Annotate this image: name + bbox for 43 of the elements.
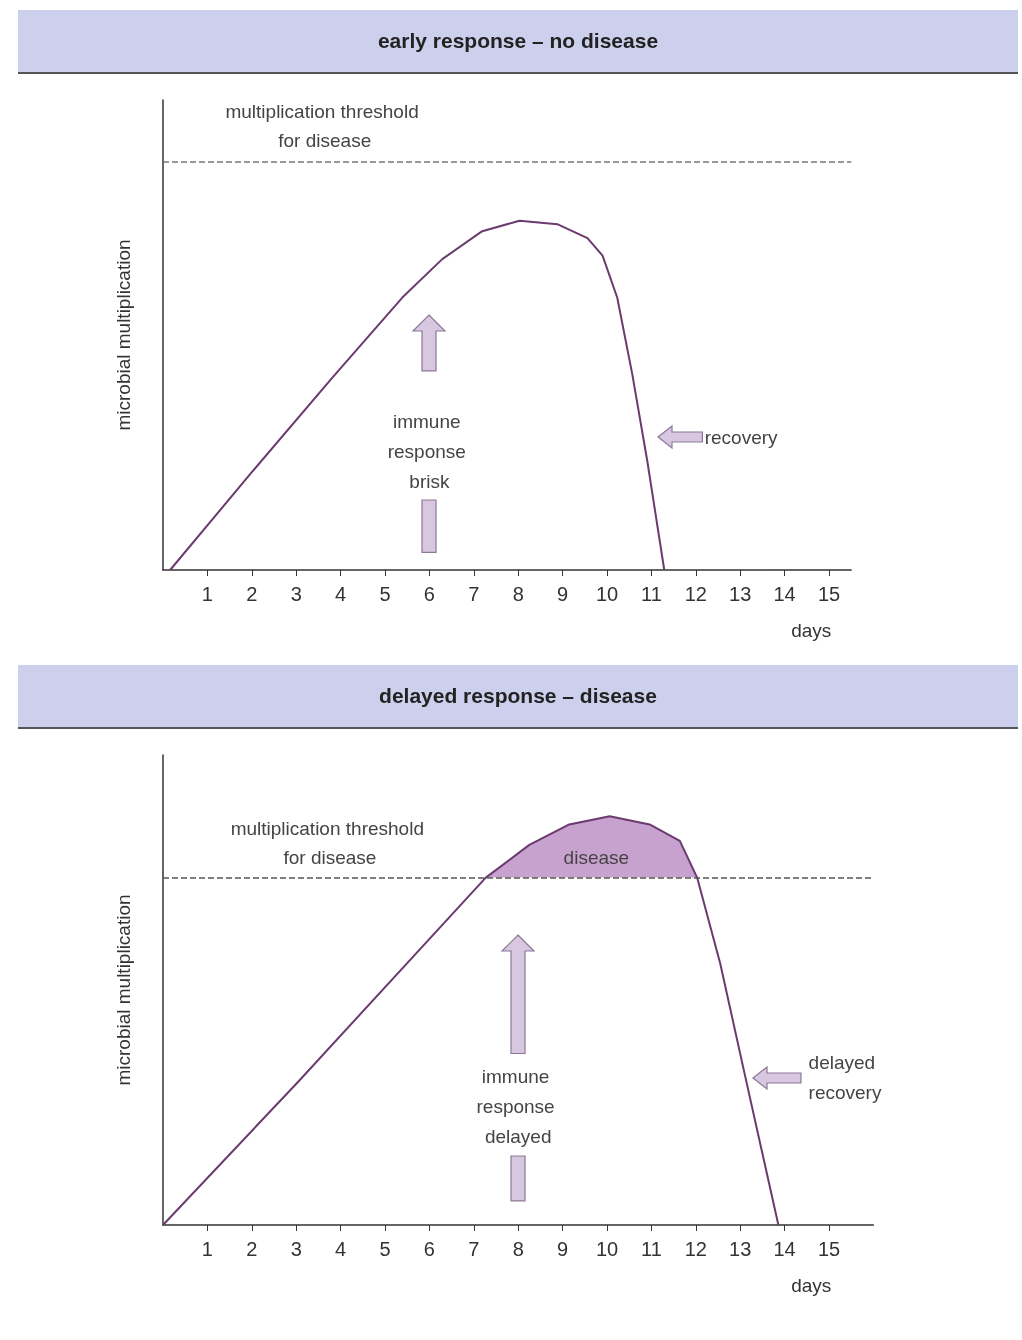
y-axis-title: microbial multiplication <box>113 894 134 1086</box>
x-tick-label: 9 <box>557 583 569 605</box>
x-tick-label: 15 <box>817 583 841 605</box>
x-tick-label: 13 <box>729 1238 752 1260</box>
x-axis-title: days <box>791 1274 832 1296</box>
x-axis-title: days <box>791 619 832 641</box>
annotation: immune response delayed <box>476 1065 560 1147</box>
x-tick-label: 11 <box>641 583 662 605</box>
x-tick-label: 7 <box>468 1238 480 1260</box>
annotation: recovery <box>704 426 779 448</box>
x-tick-label: 5 <box>379 1238 391 1260</box>
x-tick-label: 3 <box>290 1238 302 1260</box>
x-tick-label: 14 <box>773 1238 796 1260</box>
x-tick-label: 2 <box>246 1238 258 1260</box>
x-tick-label: 4 <box>335 1238 347 1260</box>
x-tick-label: 7 <box>468 583 480 605</box>
x-tick-label: 10 <box>595 583 619 605</box>
x-tick-label: 5 <box>379 583 391 605</box>
ref-line-label: multiplication threshold for disease <box>230 817 430 868</box>
y-axis-title: microbial multiplication <box>113 239 134 431</box>
x-tick-label: 11 <box>641 1238 662 1260</box>
chart-title: delayed response – disease <box>18 665 1018 729</box>
x-tick-label: 2 <box>246 583 258 605</box>
x-tick-label: 12 <box>684 583 707 605</box>
x-tick-label: 9 <box>557 1238 569 1260</box>
x-tick-label: 6 <box>423 1238 435 1260</box>
x-tick-label: 8 <box>512 583 524 605</box>
x-tick-label: 4 <box>335 583 347 605</box>
x-tick-label: 6 <box>423 583 435 605</box>
chart-title: early response – no disease <box>18 10 1018 74</box>
x-tick-label: 1 <box>201 583 213 605</box>
annotation: disease <box>563 846 630 868</box>
x-tick-label: 1 <box>201 1238 213 1260</box>
annotation: immune response brisk <box>387 410 472 492</box>
ref-line-label: multiplication threshold for disease <box>225 101 424 152</box>
x-tick-label: 13 <box>729 583 752 605</box>
x-tick-label: 3 <box>290 583 302 605</box>
annotation: delayed recovery <box>808 1052 882 1104</box>
x-tick-label: 15 <box>817 1238 841 1260</box>
x-tick-label: 10 <box>595 1238 619 1260</box>
x-tick-label: 12 <box>684 1238 707 1260</box>
x-tick-label: 14 <box>773 583 796 605</box>
x-tick-label: 8 <box>512 1238 524 1260</box>
